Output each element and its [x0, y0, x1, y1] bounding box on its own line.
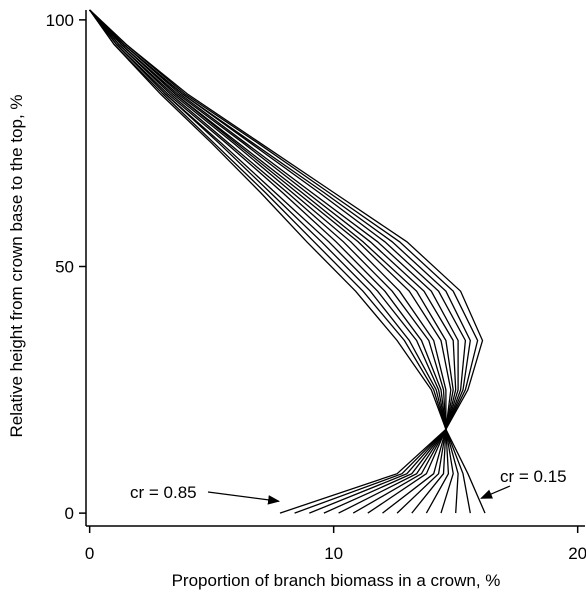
curve	[89, 9, 479, 514]
x-axis-label: Proportion of branch biomass in a crown,…	[172, 571, 501, 590]
annotation-arrow	[480, 485, 511, 499]
curve	[89, 9, 471, 514]
annotation: cr = 0.15	[500, 467, 567, 486]
curve	[89, 9, 484, 514]
curve	[89, 9, 471, 514]
y-tick-label: 100	[46, 11, 74, 30]
curve	[89, 9, 486, 514]
curve	[89, 9, 450, 514]
curve	[89, 9, 452, 514]
annotation-arrow	[207, 491, 281, 505]
curve	[89, 9, 467, 514]
y-tick-label: 0	[65, 504, 74, 523]
curve	[89, 9, 457, 514]
x-tick-label: 10	[324, 544, 343, 563]
x-tick-label: 0	[85, 544, 94, 563]
curve	[89, 9, 447, 514]
curve	[89, 9, 459, 514]
annotation: cr = 0.85	[130, 483, 197, 502]
x-tick-label: 20	[568, 544, 586, 563]
curve	[89, 9, 459, 514]
y-axis-label: Relative height from crown base to the t…	[7, 94, 26, 437]
curve	[89, 9, 447, 514]
y-tick-label: 50	[55, 257, 74, 276]
